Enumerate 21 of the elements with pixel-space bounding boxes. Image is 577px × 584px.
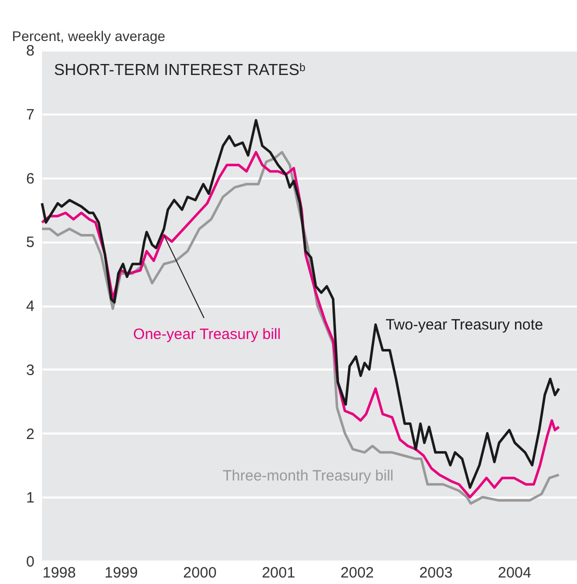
y-axis-title: Percent, weekly average <box>12 28 166 44</box>
y-tick-label: 1 <box>26 490 34 507</box>
x-tick-label: 2004 <box>498 564 532 582</box>
series-label: Three-month Treasury bill <box>222 467 394 484</box>
x-tick-label: 2000 <box>183 564 217 582</box>
x-tick-label: 1998 <box>42 564 76 582</box>
x-tick-label: 1999 <box>104 564 138 582</box>
y-tick-label: 6 <box>26 170 34 188</box>
text: SHORT-TERM INTEREST RATESᵇ <box>54 62 306 79</box>
x-tick-label: 2002 <box>340 564 374 582</box>
x-tick-label: 2003 <box>419 564 453 582</box>
x-tick-label: 2001 <box>262 564 296 582</box>
series-label: Two-year Treasury note <box>386 316 544 334</box>
y-tick-label: 5 <box>26 234 34 252</box>
y-tick-label: 4 <box>26 298 34 315</box>
y-tick-label: 8 <box>26 42 34 60</box>
y-tick-label: 7 <box>26 106 34 124</box>
y-tick-label: 2 <box>26 426 34 443</box>
y-tick-label: 0 <box>26 554 34 570</box>
y-tick-label: 3 <box>26 362 34 379</box>
text: One-year Treasury bill <box>133 326 281 344</box>
